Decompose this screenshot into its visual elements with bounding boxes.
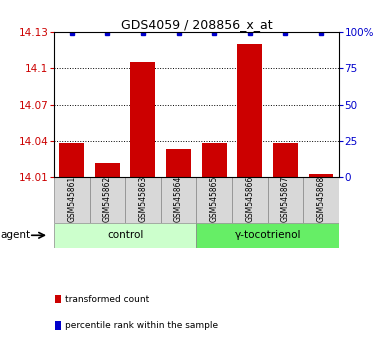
Text: GSM545864: GSM545864 [174, 176, 183, 222]
Bar [161, 177, 196, 223]
Bar [237, 44, 262, 177]
Text: γ-tocotrienol: γ-tocotrienol [234, 230, 301, 240]
Text: GSM545867: GSM545867 [281, 176, 290, 222]
Bar [202, 143, 227, 177]
Bar [59, 143, 84, 177]
Bar [303, 177, 339, 223]
Text: transformed count: transformed count [65, 295, 150, 304]
Bar [268, 177, 303, 223]
Text: GSM545865: GSM545865 [210, 176, 219, 222]
Text: percentile rank within the sample: percentile rank within the sample [65, 321, 219, 330]
Title: GDS4059 / 208856_x_at: GDS4059 / 208856_x_at [121, 18, 272, 31]
Text: GSM545863: GSM545863 [139, 176, 147, 222]
Bar [54, 223, 196, 248]
Bar [196, 177, 232, 223]
Bar [308, 174, 333, 177]
Bar [55, 295, 61, 303]
Text: control: control [107, 230, 143, 240]
Text: GSM545868: GSM545868 [316, 176, 325, 222]
Bar [196, 223, 339, 248]
Bar [125, 177, 161, 223]
Bar [273, 143, 298, 177]
Text: GSM545866: GSM545866 [245, 176, 254, 222]
Text: agent: agent [1, 230, 31, 240]
Bar [131, 62, 156, 177]
Bar [232, 177, 268, 223]
Text: GSM545862: GSM545862 [103, 176, 112, 222]
Bar [90, 177, 125, 223]
Text: GSM545861: GSM545861 [67, 176, 76, 222]
Bar [166, 149, 191, 177]
Bar [95, 163, 120, 177]
Bar [55, 321, 61, 330]
Bar [54, 177, 90, 223]
